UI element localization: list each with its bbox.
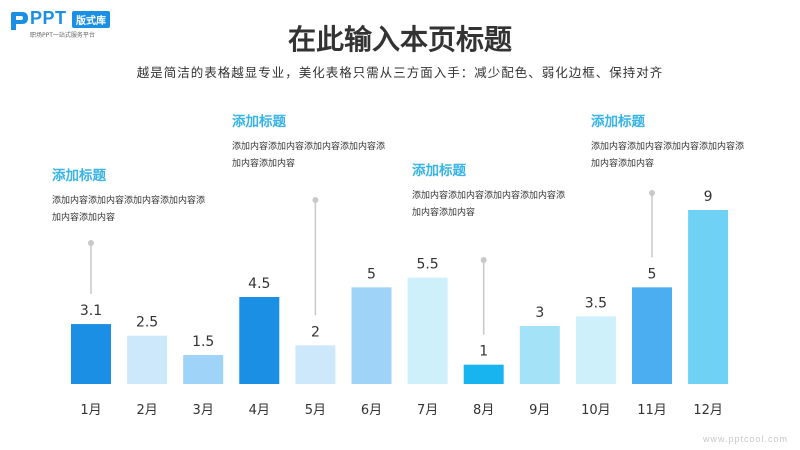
x-tick-label: 9月 [529, 403, 550, 418]
bar [239, 297, 280, 384]
x-tick-label: 6月 [361, 403, 382, 418]
data-label: 1.5 [192, 334, 214, 350]
data-label: 3 [535, 305, 544, 321]
callout-1: 添加标题 添加内容添加内容添加内容添加内容添加内容添加内容 [52, 164, 212, 227]
callout-body: 添加内容添加内容添加内容添加内容添加内容添加内容 [232, 142, 386, 169]
logo: PPT 版式库 职场PPT一站式服务平台 [8, 8, 158, 39]
logo-brand: PPT [30, 8, 67, 28]
bar [632, 287, 672, 384]
x-tick-label: 12月 [693, 403, 723, 418]
x-tick-label: 1月 [80, 403, 101, 418]
x-tick-label: 7月 [417, 403, 438, 418]
bar [71, 324, 111, 384]
data-label: 2 [311, 324, 320, 340]
leader-dot [312, 197, 319, 203]
data-label: 5.5 [416, 257, 438, 273]
bar [688, 210, 729, 384]
bar [183, 355, 224, 384]
callout-title: 添加标题 [52, 168, 106, 184]
x-tick-label: 10月 [581, 403, 611, 418]
bar [463, 364, 504, 384]
leader-dot [649, 190, 655, 196]
callout-title: 添加标题 [412, 163, 466, 179]
leader-dot [88, 240, 94, 246]
callout-body: 添加内容添加内容添加内容添加内容添加内容添加内容 [412, 191, 566, 218]
data-label: 2.5 [136, 315, 158, 331]
bar [407, 277, 448, 384]
data-label: 4.5 [248, 276, 270, 292]
data-label: 1 [479, 344, 488, 360]
callout-4: 添加标题 添加内容添加内容添加内容添加内容添加内容添加内容 [591, 110, 751, 173]
page-subtitle: 越是简洁的表格越显专业，美化表格只需从三方面入手：减少配色、弱化边框、保持对齐 [136, 65, 664, 80]
bar [295, 345, 336, 384]
callout-title: 添加标题 [591, 114, 645, 130]
callout-title: 添加标题 [232, 114, 286, 130]
logo-mark-icon [11, 12, 28, 30]
callout-body: 添加内容添加内容添加内容添加内容添加内容添加内容 [591, 142, 745, 169]
x-tick-label: 8月 [473, 403, 494, 418]
data-label: 5 [367, 266, 376, 282]
callout-2: 添加标题 添加内容添加内容添加内容添加内容添加内容添加内容 [232, 110, 392, 173]
data-label: 3.5 [585, 295, 607, 311]
x-tick-label: 2月 [136, 403, 157, 418]
bar [127, 335, 168, 384]
bar [575, 316, 616, 384]
leader-dot [480, 257, 487, 263]
x-tick-label: 11月 [637, 403, 667, 418]
data-label: 5 [648, 266, 657, 282]
callout-body: 添加内容添加内容添加内容添加内容添加内容添加内容 [52, 196, 206, 223]
page-title: 在此输入本页标题 [287, 23, 512, 56]
watermark: www.pptcool.com [702, 434, 788, 444]
bar [351, 287, 392, 384]
callout-3: 添加标题 添加内容添加内容添加内容添加内容添加内容添加内容 [412, 159, 572, 222]
x-tick-label: 4月 [249, 403, 270, 418]
bar [519, 326, 560, 384]
data-label: 3.1 [80, 303, 102, 319]
x-tick-label: 5月 [305, 403, 326, 418]
x-tick-label: 3月 [193, 403, 214, 418]
data-label: 9 [704, 189, 713, 205]
logo-tagline: 职场PPT一站式服务平台 [30, 32, 95, 39]
logo-badge: 版式库 [72, 11, 110, 28]
